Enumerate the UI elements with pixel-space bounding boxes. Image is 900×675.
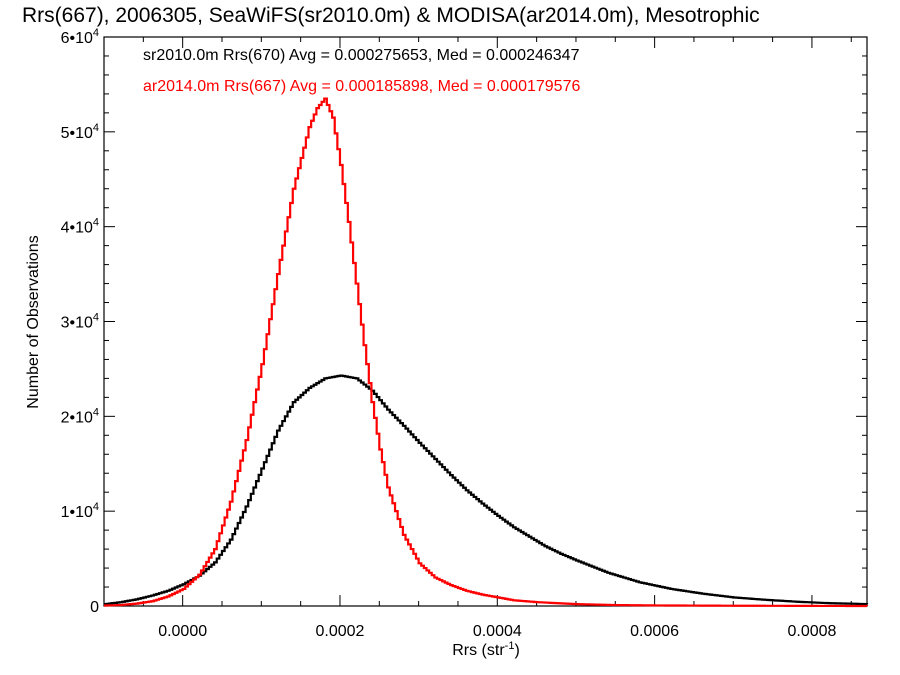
legend-entry-ar2014: ar2014.0m Rrs(667) Avg = 0.000185898, Me… xyxy=(143,78,580,95)
y-tick-label: 2•104 xyxy=(61,406,99,426)
series-layer xyxy=(103,97,869,608)
x-tick-label: 0.0000 xyxy=(158,623,207,640)
x-axis-label-close: ) xyxy=(514,642,519,659)
x-axis-label-sup: -1 xyxy=(505,640,515,652)
y-axis-label: Number of Observations xyxy=(25,235,42,408)
series-ar2014.0m xyxy=(103,97,869,608)
y-axis-ticks xyxy=(104,36,867,607)
x-axis-label-base: Rrs (str xyxy=(452,642,505,659)
y-tick-label: 3•104 xyxy=(61,312,99,332)
chart-title: Rrs(667), 2006305, SeaWiFS(sr2010.0m) & … xyxy=(22,4,760,27)
x-tick-label: 0.0006 xyxy=(630,623,679,640)
y-tick-label: 0 xyxy=(90,599,99,616)
legend-entry-sr2010: sr2010.0m Rrs(670) Avg = 0.000275653, Me… xyxy=(143,47,580,64)
y-axis-tick-labels: 0 1•104 2•104 3•104 4•104 5•104 6•104 xyxy=(61,27,100,616)
series-line-ar2014.0m xyxy=(104,97,869,608)
x-tick-label: 0.0008 xyxy=(787,623,836,640)
y-tick-label: 4•104 xyxy=(61,217,99,237)
plot-frame xyxy=(103,36,868,607)
x-tick-label: 0.0004 xyxy=(473,623,522,640)
x-axis-tick-labels: 0.0000 0.0002 0.0004 0.0006 0.0008 xyxy=(158,623,836,640)
y-tick-label: 1•104 xyxy=(61,501,99,521)
x-axis-ticks xyxy=(103,37,852,606)
series-line-sr2010.0m xyxy=(104,374,869,606)
series-sr2010.0m xyxy=(103,374,869,606)
x-axis-label: Rrs (str-1) xyxy=(452,640,520,659)
y-tick-label: 6•104 xyxy=(61,27,99,47)
x-tick-label: 0.0002 xyxy=(316,623,365,640)
y-tick-label: 5•104 xyxy=(61,122,99,142)
